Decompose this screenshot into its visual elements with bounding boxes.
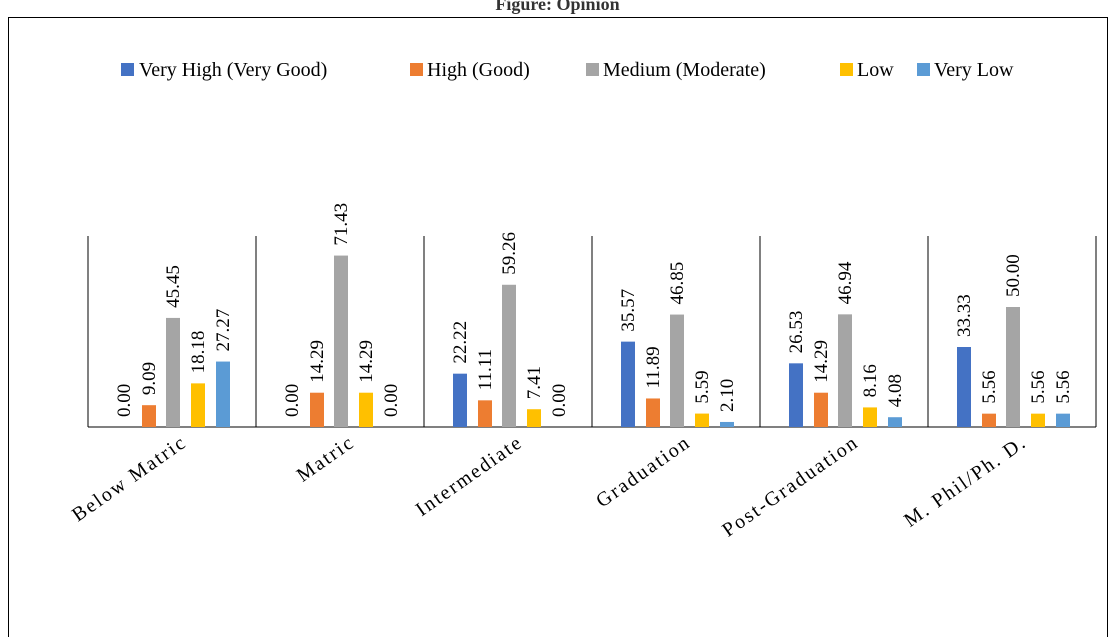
bar xyxy=(191,383,205,427)
bar xyxy=(216,361,230,427)
data-label: 5.59 xyxy=(692,370,713,403)
bar-chart: Very High (Very Good) High (Good) Medium (… xyxy=(68,59,1097,541)
bar xyxy=(646,398,660,427)
figure-title: Figure: Opinion xyxy=(495,0,620,14)
bar xyxy=(814,392,828,427)
bar xyxy=(957,347,971,427)
legend-label: High (Good) xyxy=(427,59,530,81)
category-label: Post-Graduation xyxy=(718,431,863,541)
bar xyxy=(863,407,877,427)
data-label: 14.29 xyxy=(356,340,377,383)
legend-label: Medium (Moderate) xyxy=(603,59,766,81)
bar xyxy=(334,255,348,427)
chart-frame xyxy=(8,17,1108,637)
category-label: M. Phil/Ph. D. xyxy=(900,431,1031,532)
legend-swatch xyxy=(121,63,134,76)
bar xyxy=(888,417,902,427)
legend-swatch xyxy=(586,63,599,76)
legend-label: Very High (Very Good) xyxy=(139,59,327,81)
bar xyxy=(310,392,324,427)
bar xyxy=(621,341,635,427)
data-label: 35.57 xyxy=(618,289,639,332)
data-label: 4.08 xyxy=(885,374,906,407)
data-label: 46.85 xyxy=(667,262,688,305)
data-label: 14.29 xyxy=(811,340,832,383)
data-label: 33.33 xyxy=(954,294,975,337)
bar xyxy=(1006,307,1020,427)
chart-legend: Very High (Very Good) High (Good) Medium (… xyxy=(121,59,1014,81)
data-label: 5.56 xyxy=(979,370,1000,403)
legend-label: Very Low xyxy=(934,59,1014,81)
bar xyxy=(166,317,180,427)
bar xyxy=(838,314,852,427)
data-label: 0.00 xyxy=(549,384,570,417)
data-label: 50.00 xyxy=(1003,254,1024,297)
data-label: 27.27 xyxy=(213,309,234,352)
category-label: Matric xyxy=(293,431,359,486)
bar xyxy=(982,413,996,427)
legend-swatch xyxy=(410,63,423,76)
data-label: 5.56 xyxy=(1053,370,1074,403)
data-label: 45.45 xyxy=(163,265,184,308)
data-label: 18.18 xyxy=(188,331,209,374)
data-label: 11.89 xyxy=(643,346,664,388)
bar xyxy=(502,284,516,427)
bar xyxy=(670,314,684,427)
category-label: Below Matric xyxy=(68,431,191,526)
legend-swatch xyxy=(917,63,930,76)
bar xyxy=(789,363,803,427)
data-label: 2.10 xyxy=(717,379,738,412)
category-label: Intermediate xyxy=(412,431,527,521)
bar xyxy=(142,405,156,427)
legend-label: Low xyxy=(857,59,894,81)
bar xyxy=(1031,413,1045,427)
data-label: 11.11 xyxy=(475,349,496,390)
bar xyxy=(1056,413,1070,427)
bar xyxy=(453,373,467,427)
bar xyxy=(720,421,734,427)
bar xyxy=(478,400,492,427)
data-label: 0.00 xyxy=(114,384,135,417)
data-label: 22.22 xyxy=(450,321,471,364)
legend-swatch xyxy=(840,63,853,76)
data-label: 0.00 xyxy=(282,384,303,417)
bar xyxy=(359,392,373,427)
data-label: 7.41 xyxy=(524,366,545,399)
data-label: 71.43 xyxy=(331,203,352,246)
data-label: 0.00 xyxy=(381,384,402,417)
category-label: Graduation xyxy=(592,431,695,512)
bar xyxy=(527,409,541,427)
data-label: 26.53 xyxy=(786,311,807,354)
data-label: 46.94 xyxy=(835,261,856,304)
data-label: 5.56 xyxy=(1028,370,1049,403)
data-label: 9.09 xyxy=(139,362,160,395)
data-label: 59.26 xyxy=(499,232,520,275)
bar xyxy=(695,413,709,427)
data-label: 8.16 xyxy=(860,364,881,397)
data-label: 14.29 xyxy=(307,340,328,383)
